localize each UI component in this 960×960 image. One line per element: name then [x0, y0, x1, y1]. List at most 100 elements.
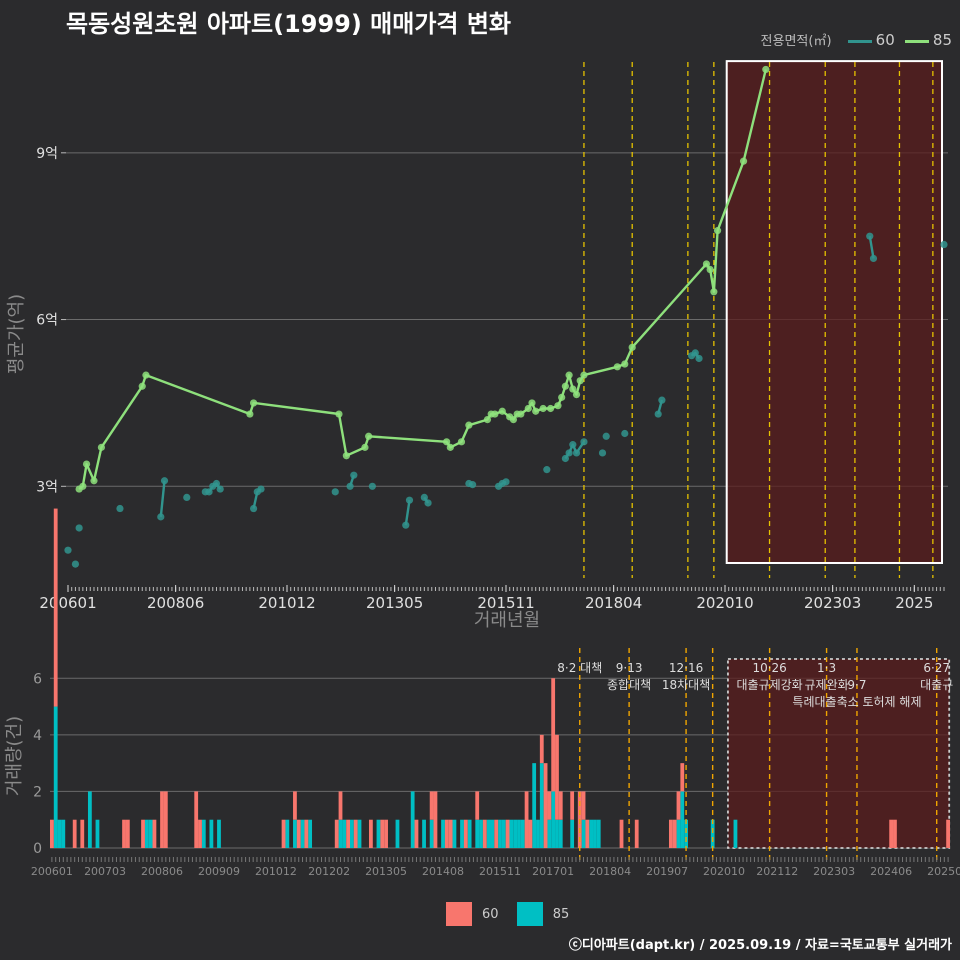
- point-85: [628, 343, 636, 351]
- bar-60: [141, 819, 145, 848]
- point-85: [249, 399, 258, 407]
- bar-85: [144, 819, 149, 848]
- point-60: [64, 546, 72, 554]
- bar-60: [528, 819, 533, 848]
- point-85: [528, 399, 536, 407]
- point-85: [90, 477, 98, 485]
- point-60: [368, 482, 376, 490]
- bar-85: [558, 819, 563, 848]
- policy-label: 18차대책: [662, 677, 710, 692]
- bar-60: [125, 819, 130, 848]
- x-tick-label: 201907: [646, 865, 688, 878]
- bar-85: [486, 819, 491, 848]
- x-tick-label: 201202: [308, 865, 350, 878]
- point-60: [346, 482, 354, 490]
- x-tick-label: 201511: [477, 594, 534, 612]
- bar-60: [946, 819, 950, 848]
- policy-label: 9·13: [616, 661, 643, 675]
- bar-60: [384, 819, 388, 848]
- bar-85: [501, 819, 506, 848]
- bar-85: [95, 819, 100, 848]
- bar-60: [893, 819, 897, 848]
- bar-60: [448, 819, 453, 848]
- bar-85: [733, 819, 738, 848]
- point-85: [713, 227, 722, 235]
- series-line-85: [78, 69, 767, 491]
- point-85: [361, 443, 369, 451]
- legend-label-60: 60: [875, 31, 895, 49]
- point-85: [483, 416, 492, 424]
- point-60: [116, 504, 124, 513]
- bar-85: [581, 819, 586, 848]
- bar-60: [353, 819, 358, 848]
- point-85: [457, 438, 466, 446]
- point-85: [443, 438, 451, 446]
- x-tick-label: 2025: [895, 594, 933, 612]
- point-85: [739, 157, 748, 165]
- bar-60: [122, 819, 126, 848]
- point-85: [335, 410, 343, 418]
- bar-60: [160, 791, 164, 848]
- source-footer: ⓒ디아파트(dapt.kr) / 2025.09.19 / 자료=국토교통부 실…: [568, 938, 952, 953]
- policy-label: 대출규: [920, 678, 953, 692]
- x-tick-label: 201305: [365, 865, 407, 878]
- bar-60: [152, 819, 157, 848]
- bar-60: [334, 819, 339, 848]
- bar-85: [555, 819, 559, 848]
- policy-label: 12·16: [669, 661, 703, 675]
- series-line-60: [404, 500, 411, 526]
- bar-85: [300, 819, 305, 848]
- y-axis-title: 평균가(억): [6, 294, 27, 374]
- point-60: [658, 396, 666, 404]
- point-85: [342, 452, 350, 460]
- bar-60: [570, 791, 575, 820]
- bar-60: [547, 791, 552, 820]
- point-60: [216, 485, 224, 493]
- x-axis-title: 거래년월: [474, 610, 540, 631]
- policy-label: 대출규제강화: [736, 678, 802, 692]
- x-tick-label: 200601: [31, 865, 73, 878]
- point-60: [420, 493, 428, 502]
- bar-60: [581, 791, 586, 820]
- point-60: [331, 488, 339, 496]
- bar-60: [668, 819, 673, 848]
- bar-60: [558, 791, 563, 820]
- point-85: [246, 410, 254, 418]
- point-85: [569, 385, 577, 393]
- bar-85: [285, 819, 290, 848]
- point-60: [75, 524, 83, 532]
- point-60: [569, 441, 577, 449]
- bar-85: [509, 819, 514, 848]
- point-85: [554, 402, 562, 410]
- bar-85: [517, 819, 521, 848]
- policy-label: 10·26: [752, 661, 786, 675]
- bar-85: [596, 819, 601, 848]
- bar-60: [634, 819, 639, 848]
- point-60: [695, 354, 703, 363]
- bar-60: [463, 819, 468, 848]
- bar-85: [209, 819, 214, 848]
- point-60: [598, 449, 607, 457]
- x-tick-label: 201701: [532, 865, 574, 878]
- bar-85: [532, 763, 537, 848]
- x-tick-label: 201408: [422, 865, 464, 878]
- series-line-60: [868, 236, 875, 259]
- point-60: [402, 521, 410, 529]
- point-85: [613, 363, 621, 371]
- bar-60: [555, 734, 559, 820]
- point-85: [142, 371, 150, 379]
- bar-60: [539, 734, 544, 764]
- bar-60: [304, 819, 309, 848]
- bar-85: [593, 819, 597, 848]
- point-60: [405, 496, 414, 504]
- point-60: [205, 488, 213, 496]
- point-85: [576, 377, 584, 385]
- point-85: [565, 371, 573, 379]
- bar-85: [513, 819, 518, 848]
- bar-60: [198, 819, 202, 848]
- policy-label: 6·27: [923, 661, 950, 675]
- point-60: [183, 493, 191, 502]
- bar-85: [551, 791, 556, 848]
- highlight-box: [727, 658, 951, 849]
- y-tick-label: 9억: [36, 146, 58, 162]
